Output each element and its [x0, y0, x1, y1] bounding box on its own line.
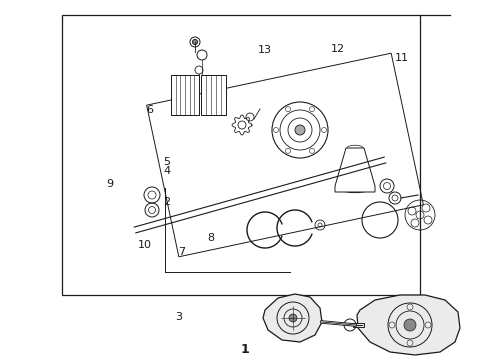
Text: 3: 3: [175, 312, 182, 322]
Text: 13: 13: [258, 45, 271, 55]
Text: 4: 4: [163, 166, 170, 176]
Polygon shape: [263, 294, 322, 342]
Text: 10: 10: [138, 240, 151, 250]
Circle shape: [295, 125, 305, 135]
Text: 2: 2: [163, 197, 170, 207]
Text: 11: 11: [395, 53, 409, 63]
Polygon shape: [357, 295, 460, 355]
Bar: [171, 75, 199, 115]
Text: 12: 12: [331, 44, 345, 54]
Bar: [62, 15, 420, 295]
Text: 5: 5: [163, 157, 170, 167]
Text: 7: 7: [178, 247, 185, 257]
Circle shape: [404, 319, 416, 331]
Text: 6: 6: [146, 105, 153, 115]
Bar: [200, 75, 225, 115]
Circle shape: [193, 40, 197, 45]
Text: 1: 1: [241, 343, 249, 356]
Circle shape: [289, 314, 297, 322]
Polygon shape: [335, 148, 375, 192]
Text: 8: 8: [207, 233, 214, 243]
Text: 9: 9: [107, 179, 114, 189]
